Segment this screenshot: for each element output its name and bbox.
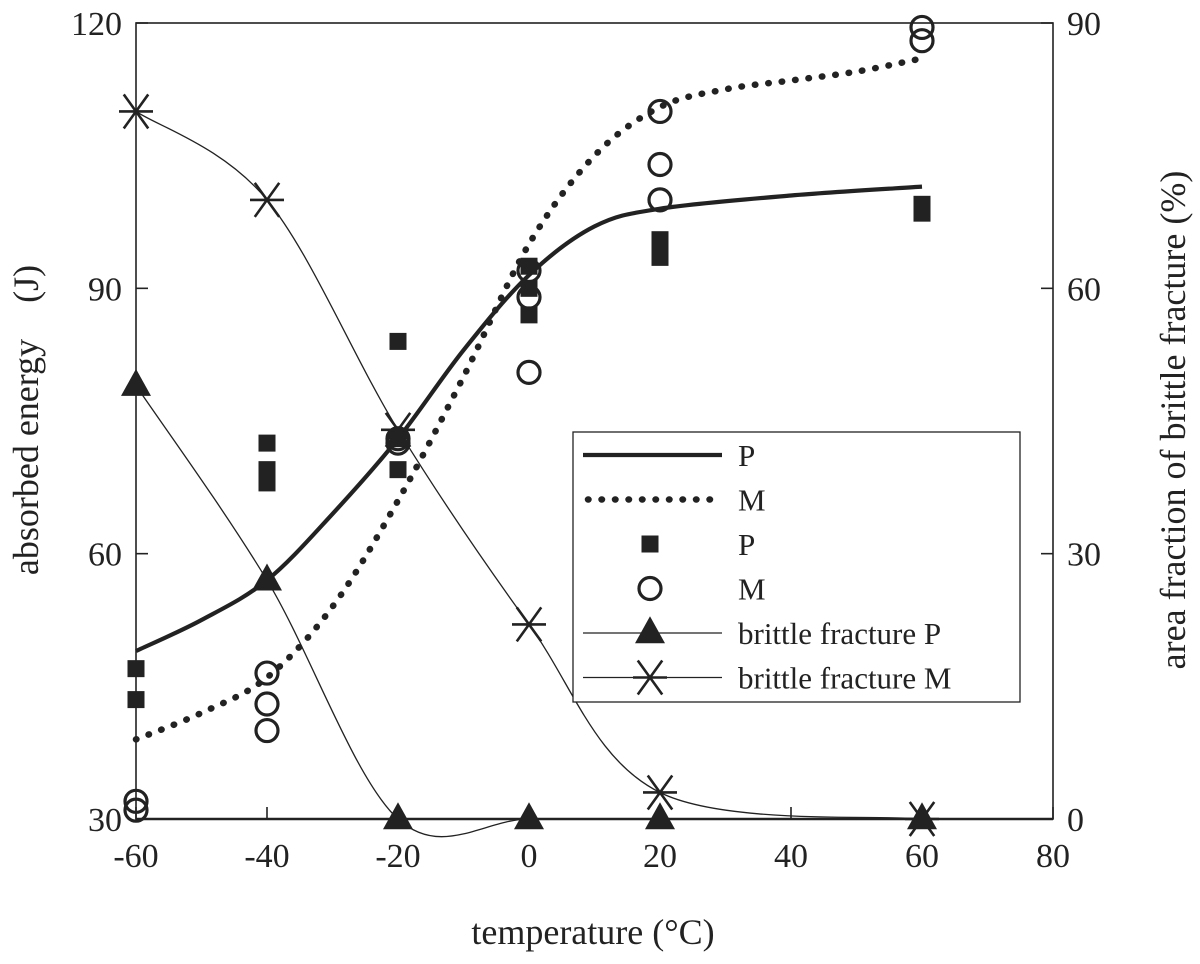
point-p bbox=[389, 461, 407, 479]
legend-symbol-square bbox=[641, 535, 659, 553]
point-m bbox=[909, 14, 935, 41]
legend-label: brittle fracture M bbox=[738, 661, 951, 696]
legend-label: brittle fracture P bbox=[738, 616, 941, 651]
series-line-m bbox=[132, 55, 926, 743]
plot-axes: -60 -40 -20 0 20 40 60 80 30 60 90 120 0 30 60 90 bbox=[71, 6, 1101, 875]
point-p bbox=[258, 461, 276, 479]
point-brittle-p bbox=[252, 563, 282, 591]
point-m bbox=[909, 28, 935, 54]
legend-item: M bbox=[584, 483, 766, 518]
legend-symbol-circle bbox=[637, 575, 663, 602]
point-m bbox=[254, 717, 280, 744]
legend-label: M bbox=[738, 483, 766, 518]
point-brittle-m bbox=[381, 412, 415, 448]
y2-tick-label: 60 bbox=[1067, 271, 1101, 308]
point-p bbox=[651, 248, 669, 266]
point-p bbox=[127, 691, 145, 709]
point-p bbox=[389, 332, 407, 350]
point-m bbox=[647, 98, 673, 125]
x-tick-label: -40 bbox=[244, 838, 289, 875]
y-tick-label: 90 bbox=[88, 271, 122, 308]
legend-symbol-asterisk bbox=[633, 659, 667, 696]
point-m bbox=[647, 187, 673, 213]
legend-item: brittle fracture P bbox=[583, 616, 941, 651]
point-p bbox=[520, 279, 538, 297]
legend-item: P bbox=[583, 438, 755, 473]
y-tick-label: 30 bbox=[88, 802, 122, 839]
point-m bbox=[254, 691, 280, 717]
legend-item: brittle fracture M bbox=[583, 659, 951, 696]
point-m bbox=[516, 359, 542, 385]
y2-axis-title: area fraction of brittle fracture (%) bbox=[1153, 171, 1193, 670]
point-p bbox=[127, 660, 145, 678]
legend-box bbox=[572, 431, 1021, 703]
point-brittle-m bbox=[119, 93, 153, 130]
point-m bbox=[516, 284, 542, 310]
point-p bbox=[913, 204, 931, 222]
point-brittle-m bbox=[250, 182, 284, 218]
x-tick-label: 40 bbox=[774, 838, 808, 875]
plot-series bbox=[119, 14, 939, 838]
y2-tick-label: 30 bbox=[1067, 537, 1101, 574]
y-tick-label: 60 bbox=[88, 537, 122, 574]
legend-label: M bbox=[738, 572, 766, 607]
x-tick-label: 0 bbox=[521, 838, 538, 875]
point-brittle-p bbox=[121, 368, 151, 396]
x-tick-label: 20 bbox=[643, 838, 677, 875]
x-tick-label: 60 bbox=[905, 838, 939, 875]
x-tick-label: 80 bbox=[1036, 838, 1070, 875]
legend-item: M bbox=[637, 572, 766, 607]
x-tick-label: -60 bbox=[113, 838, 158, 875]
point-p bbox=[258, 434, 276, 452]
x-axis-title: temperature (°C) bbox=[471, 912, 714, 952]
point-m bbox=[516, 258, 542, 284]
y-tick-label: 120 bbox=[71, 6, 122, 43]
point-m bbox=[254, 660, 280, 686]
point-m bbox=[647, 151, 673, 178]
point-brittle-m bbox=[643, 774, 677, 811]
legend-label: P bbox=[738, 527, 755, 562]
point-m bbox=[123, 797, 149, 823]
legend-item: P bbox=[641, 527, 755, 562]
x-tick-label: -20 bbox=[375, 838, 420, 875]
point-p bbox=[520, 306, 538, 324]
legend-label: P bbox=[738, 438, 755, 473]
y2-tick-label: 90 bbox=[1067, 6, 1101, 43]
point-brittle-m bbox=[512, 606, 546, 643]
y2-tick-label: 0 bbox=[1067, 802, 1084, 839]
legend-symbol-triangle bbox=[635, 616, 665, 644]
y-axis-title: absorbed energy (J) bbox=[6, 265, 46, 575]
point-p bbox=[258, 474, 276, 492]
